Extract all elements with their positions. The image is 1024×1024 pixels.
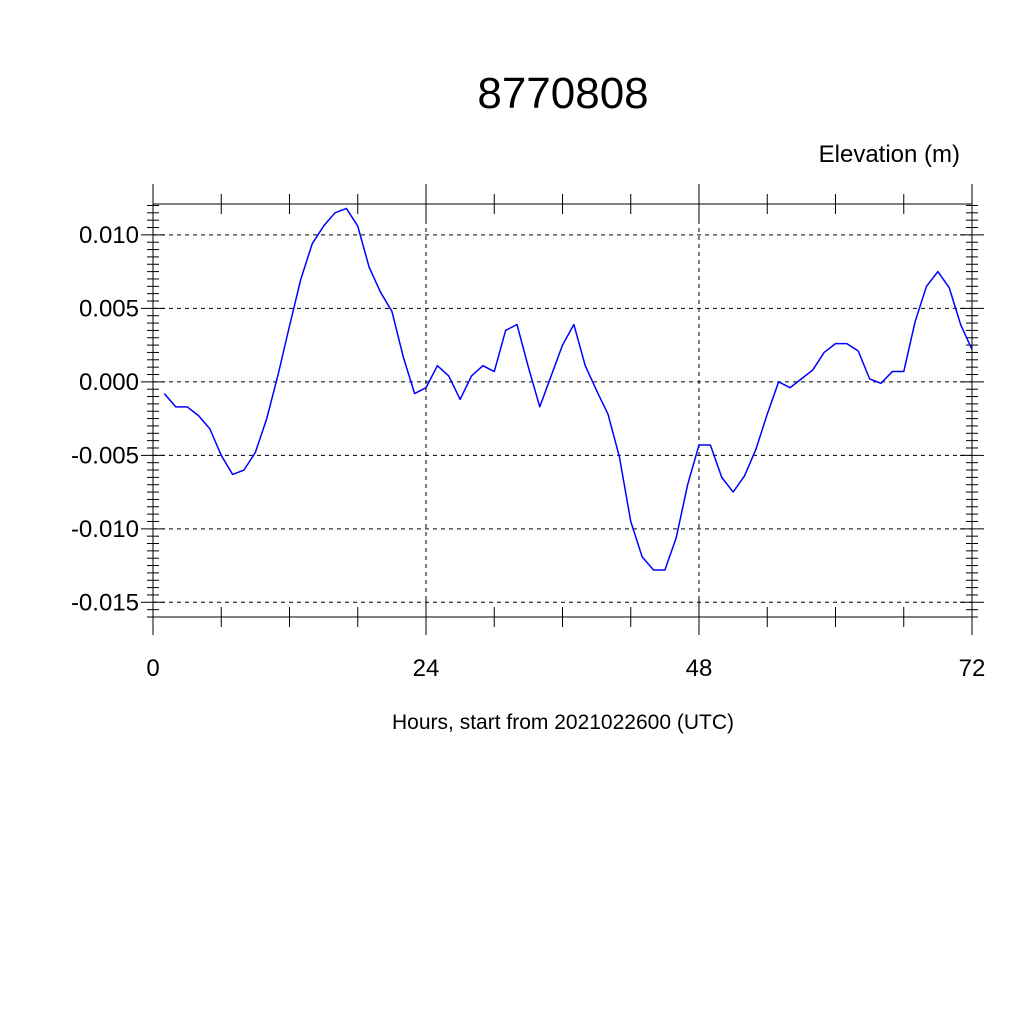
plot-frame <box>152 203 973 618</box>
tick-labels: 0.010 0.005 0.000 -0.005 -0.010 -0.015 0 24 48 72 <box>71 222 985 682</box>
x-tick-label: 48 <box>686 655 713 682</box>
y-tick-label: 0.005 <box>79 295 139 322</box>
series-layer <box>163 207 973 571</box>
x-axis-label: Hours, start from 2021022600 (UTC) <box>392 711 734 734</box>
series-line <box>163 207 973 571</box>
y-tick-label: 0.000 <box>79 369 139 396</box>
x-tick-label: 24 <box>413 655 440 682</box>
y-tick-label: -0.015 <box>71 589 139 616</box>
axis-ticks <box>141 184 984 635</box>
y-tick-label: -0.010 <box>71 516 139 543</box>
x-tick-label: 0 <box>146 655 159 682</box>
y-axis-label: Elevation (m) <box>819 141 960 168</box>
y-tick-label: -0.005 <box>71 442 139 469</box>
grid-lines <box>153 204 972 617</box>
y-tick-label: 0.010 <box>79 222 139 249</box>
chart-title: 8770808 <box>477 69 648 118</box>
x-tick-label: 72 <box>959 655 986 682</box>
